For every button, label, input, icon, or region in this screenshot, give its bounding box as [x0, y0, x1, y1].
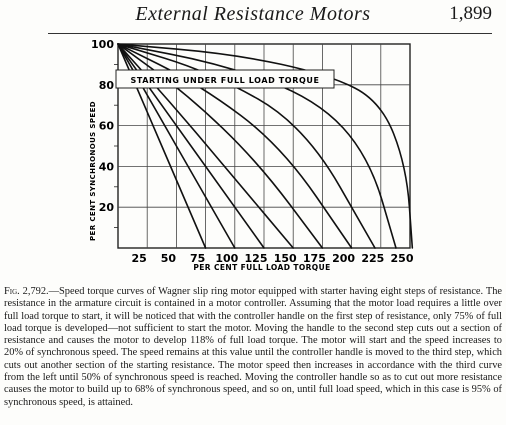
speed-torque-chart: STARTING UNDER FULL LOAD TORQUE 20 40 60 80…: [89, 38, 414, 272]
y-tick-label: 100: [91, 38, 114, 51]
speed-torque-curve-5: [117, 43, 324, 249]
y-tick-label: 80: [99, 79, 115, 92]
chart-title: STARTING UNDER FULL LOAD TORQUE: [130, 76, 319, 85]
x-tick-label: 75: [190, 252, 205, 265]
speed-torque-curve-4: [117, 43, 294, 249]
x-tick-label: 50: [161, 252, 177, 265]
y-axis-label: PER CENT SYNCHRONOUS SPEED: [89, 101, 97, 241]
x-axis-label: PER CENT FULL LOAD TORQUE: [193, 263, 330, 272]
figure-caption: Fig. 2,792.—Speed torque curves of Wagne…: [4, 286, 502, 409]
y-tick-labels: 20 40 60 80 100: [91, 38, 114, 214]
running-title: External Resistance Motors: [135, 3, 371, 25]
page-number: 1,899: [449, 3, 492, 24]
x-tick-label: 25: [132, 252, 147, 265]
x-tick-labels: 25 50 75 100 125 150 175 200 225 250: [132, 252, 414, 265]
x-tick-label: 200: [332, 252, 355, 265]
page-header: External Resistance Motors 1,899: [0, 0, 506, 30]
x-tick-label: 175: [303, 252, 326, 265]
chart-title-box: [115, 69, 335, 89]
y-tick-label: 20: [99, 201, 115, 214]
x-tick-label: 125: [245, 252, 268, 265]
header-rule: [48, 33, 492, 34]
y-tick-label: 60: [99, 120, 115, 133]
x-tick-label: 100: [215, 252, 238, 265]
x-tick-label: 225: [361, 252, 384, 265]
x-tick-label: 150: [274, 252, 297, 265]
y-tick-label: 40: [99, 160, 115, 173]
x-tick-label: 250: [391, 252, 414, 265]
caption-text: —Speed torque curves of Wagner slip ring…: [4, 286, 502, 408]
figure-label: Fig. 2,792.: [4, 286, 49, 297]
speed-torque-curve-6: [117, 43, 353, 249]
